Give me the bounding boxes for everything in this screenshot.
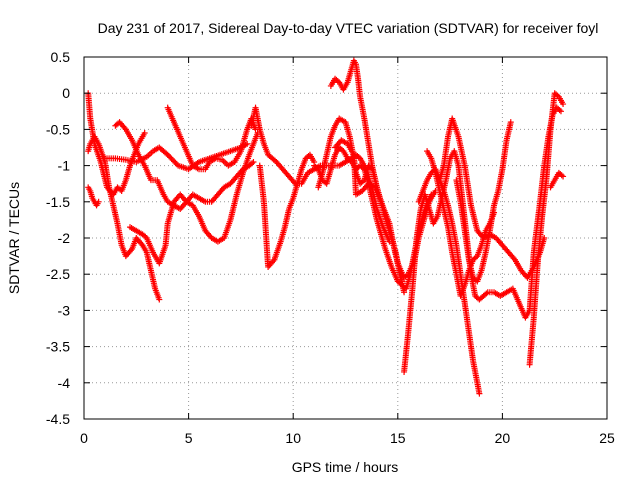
data-point (355, 154, 362, 161)
x-axis-label: GPS time / hours (292, 459, 399, 475)
data-point (95, 198, 102, 205)
y-tick-label: -4 (58, 375, 71, 391)
y-tick-label: -3 (58, 302, 71, 318)
series-arc-15 (415, 166, 483, 397)
series-arc-20 (547, 169, 567, 191)
axis-ticks: 0 5 10 15 20 25 0.5 0 -0.5 -1 -1.5 -2 -2.5 -3 -3.5 -4 -4… (46, 49, 615, 446)
data-point (401, 289, 408, 296)
x-tick-label: 15 (390, 430, 406, 446)
data-point (560, 173, 567, 180)
data-point (403, 272, 410, 279)
data-point (249, 160, 256, 167)
x-tick-label: 0 (80, 430, 88, 446)
data-point (554, 92, 561, 99)
data-point (272, 157, 279, 164)
data-point (476, 390, 483, 397)
y-tick-label: -2 (58, 230, 71, 246)
y-tick-label: -3.5 (46, 339, 70, 355)
data-point (313, 165, 320, 172)
data-point (334, 78, 341, 85)
data-point (483, 290, 490, 297)
data-point (173, 161, 180, 168)
data-point (169, 157, 176, 164)
series-arc-3 (85, 90, 148, 198)
y-tick-label: -0.5 (46, 121, 70, 137)
y-axis-label: SDTVAR / TECUs (6, 182, 22, 294)
data-point (142, 233, 149, 240)
data-point (168, 155, 175, 162)
data-point (507, 119, 514, 126)
data-point (359, 165, 366, 172)
series-arc-4 (112, 119, 257, 213)
data-point (472, 254, 479, 261)
data-point (556, 107, 563, 114)
x-tick-label: 20 (495, 430, 511, 446)
data-point (165, 153, 172, 160)
series-arc-2 (85, 133, 163, 303)
series-arc-19 (526, 90, 567, 368)
series-arc-1 (85, 184, 102, 209)
y-tick-label: -2.5 (46, 266, 70, 282)
data-point (560, 101, 567, 108)
series-arc-18 (453, 119, 514, 285)
x-tick-label: 25 (599, 430, 615, 446)
data-marks (85, 57, 567, 397)
y-tick-label: -4.5 (46, 411, 70, 427)
series-arc-9 (256, 151, 318, 270)
data-point (250, 158, 257, 165)
grid-lines (84, 57, 607, 419)
data-point (557, 108, 564, 115)
data-point (347, 157, 354, 164)
x-tick-label: 10 (285, 430, 301, 446)
y-tick-label: -1.5 (46, 194, 70, 210)
x-tick-label: 5 (185, 430, 193, 446)
y-tick-label: 0.5 (51, 49, 71, 65)
data-point (141, 130, 148, 137)
data-point (167, 154, 174, 161)
series-arc-6 (127, 130, 261, 267)
y-tick-label: -1 (58, 158, 71, 174)
data-point (171, 158, 178, 165)
data-point (359, 178, 366, 185)
data-point (339, 146, 346, 153)
data-point (558, 172, 565, 179)
data-point (368, 165, 375, 172)
chart-title: Day 231 of 2017, Sidereal Day-to-day VTE… (98, 20, 599, 36)
data-point (172, 159, 179, 166)
data-point (164, 151, 171, 158)
y-tick-label: 0 (62, 85, 70, 101)
data-point (156, 296, 163, 303)
